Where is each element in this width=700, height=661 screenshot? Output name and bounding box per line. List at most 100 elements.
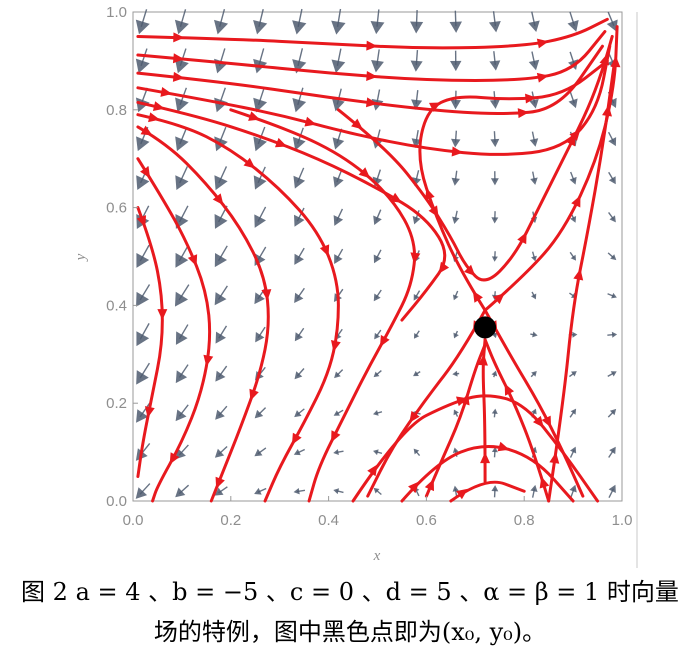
field-arrow-head	[449, 21, 462, 33]
field-arrow-head	[570, 446, 577, 454]
field-arrow-head	[373, 254, 382, 264]
field-arrow-head	[294, 214, 305, 227]
field-arrow-head	[452, 216, 460, 224]
streamline	[136, 17, 609, 50]
field-arrow-head	[570, 408, 577, 415]
streamline	[136, 44, 604, 115]
streamline-arrowhead	[573, 268, 584, 281]
field-arrow-head	[567, 20, 579, 32]
field-arrow-head	[489, 60, 501, 71]
field-arrow-head	[611, 292, 617, 299]
field-arrow-head	[331, 59, 346, 74]
streamline-arrowhead	[536, 38, 549, 49]
field-arrow-head	[491, 256, 498, 262]
streamline	[136, 113, 340, 503]
caption-line-1: 图 2 a = 4 、b = −5 、c = 0 、d = 5 、α = β =…	[21, 578, 679, 606]
field-arrow-head	[491, 485, 499, 492]
field-arrow-head	[528, 59, 540, 71]
field-arrow-head	[413, 293, 420, 301]
x-tick-label: 0.0	[123, 512, 144, 529]
streamline-arrowhead	[517, 232, 527, 245]
x-tick-label: 0.6	[416, 512, 437, 529]
field-arrow-head	[214, 292, 227, 306]
field-arrow-head	[135, 487, 148, 499]
streamline	[136, 30, 607, 82]
field-arrow-head	[294, 332, 303, 342]
x-tick-label: 1.0	[612, 512, 633, 529]
streamline-arrowhead	[215, 476, 225, 489]
streamline-arrowhead	[261, 289, 272, 301]
field-arrow-head	[294, 253, 304, 265]
streamline-arrowhead	[172, 53, 185, 64]
streamline-arrowhead	[379, 334, 390, 347]
field-arrow-head	[293, 449, 301, 456]
streamline-arrowhead	[456, 488, 468, 500]
streamline-arrowhead	[140, 166, 151, 179]
streamline	[366, 308, 487, 498]
field-arrow-head	[373, 487, 380, 494]
vector-field-chart: 0.0 0.2 0.4 0.6 0.8 1.0 0.00.20.40.60.81.0 x …	[73, 4, 638, 568]
field-arrow-head	[293, 175, 306, 189]
field-arrow-head	[334, 371, 341, 379]
field-arrow-head	[174, 291, 189, 307]
streamline-arrowhead	[424, 478, 434, 492]
x-tick-label: 0.8	[514, 512, 535, 529]
field-arrow-head	[373, 371, 380, 378]
field-arrow-head	[334, 254, 343, 264]
field-arrow-head	[175, 175, 189, 191]
field-arrow-head	[292, 97, 307, 113]
field-arrow-head	[374, 332, 381, 340]
field-arrow-head	[610, 254, 617, 261]
field-arrow-head	[490, 138, 500, 148]
field-arrow-head	[570, 254, 577, 261]
field-arrow-head	[607, 97, 617, 108]
field-arrow-head	[136, 370, 149, 385]
field-arrow-head	[568, 98, 578, 109]
field-arrow-head	[136, 409, 149, 423]
streamline	[136, 206, 164, 479]
y-tick-label: 0.0	[106, 493, 127, 510]
field-arrow-head	[570, 371, 577, 377]
streamline-arrowhead	[536, 72, 549, 83]
streamline-arrowhead	[148, 112, 160, 123]
equilibrium-point	[474, 316, 497, 339]
field-arrow-head	[413, 448, 420, 455]
streamline-arrowhead	[172, 71, 185, 82]
field-arrow-head	[333, 488, 340, 495]
streamline-arrowhead	[428, 102, 442, 112]
y-tick-label: 0.8	[106, 102, 127, 119]
field-arrow-head	[136, 136, 150, 152]
field-arrow-head	[412, 216, 421, 225]
field-arrow-head	[333, 176, 344, 188]
streamline-arrowhead	[425, 188, 435, 201]
streamlines	[136, 17, 621, 503]
field-arrow-head	[136, 252, 150, 268]
field-arrow-head	[373, 409, 379, 416]
streamline-arrowhead	[408, 481, 420, 494]
figure-caption: 图 2 a = 4 、b = −5 、c = 0 、d = 5 、α = β =…	[0, 572, 700, 652]
field-arrow-head	[255, 331, 265, 343]
streamline	[483, 338, 551, 503]
field-arrow-head	[532, 331, 538, 338]
field-arrow-head	[452, 447, 459, 454]
streamline-arrowhead	[173, 32, 185, 43]
field-arrow-head	[531, 255, 537, 262]
field-arrow-head	[611, 331, 618, 338]
x-tick-label: 0.2	[220, 512, 241, 529]
field-arrow-head	[254, 487, 262, 495]
streamline-arrowhead	[140, 125, 153, 136]
field-arrow-head	[452, 294, 459, 301]
field-arrow-head	[452, 370, 458, 377]
field-arrow-head	[452, 485, 459, 492]
field-arrow-head	[175, 409, 187, 422]
y-tick-label: 0.6	[106, 200, 127, 217]
streamline-arrowhead	[541, 415, 552, 428]
field-arrow-head	[572, 331, 578, 338]
streamline-arrowhead	[203, 354, 214, 367]
streamline-arrowhead	[144, 406, 155, 418]
field-arrow-head	[490, 178, 499, 186]
streamline-arrowhead	[438, 261, 450, 274]
y-tick-label: 0.2	[106, 395, 127, 412]
field-arrow-head	[292, 20, 307, 35]
field-arrow-head	[215, 331, 226, 344]
